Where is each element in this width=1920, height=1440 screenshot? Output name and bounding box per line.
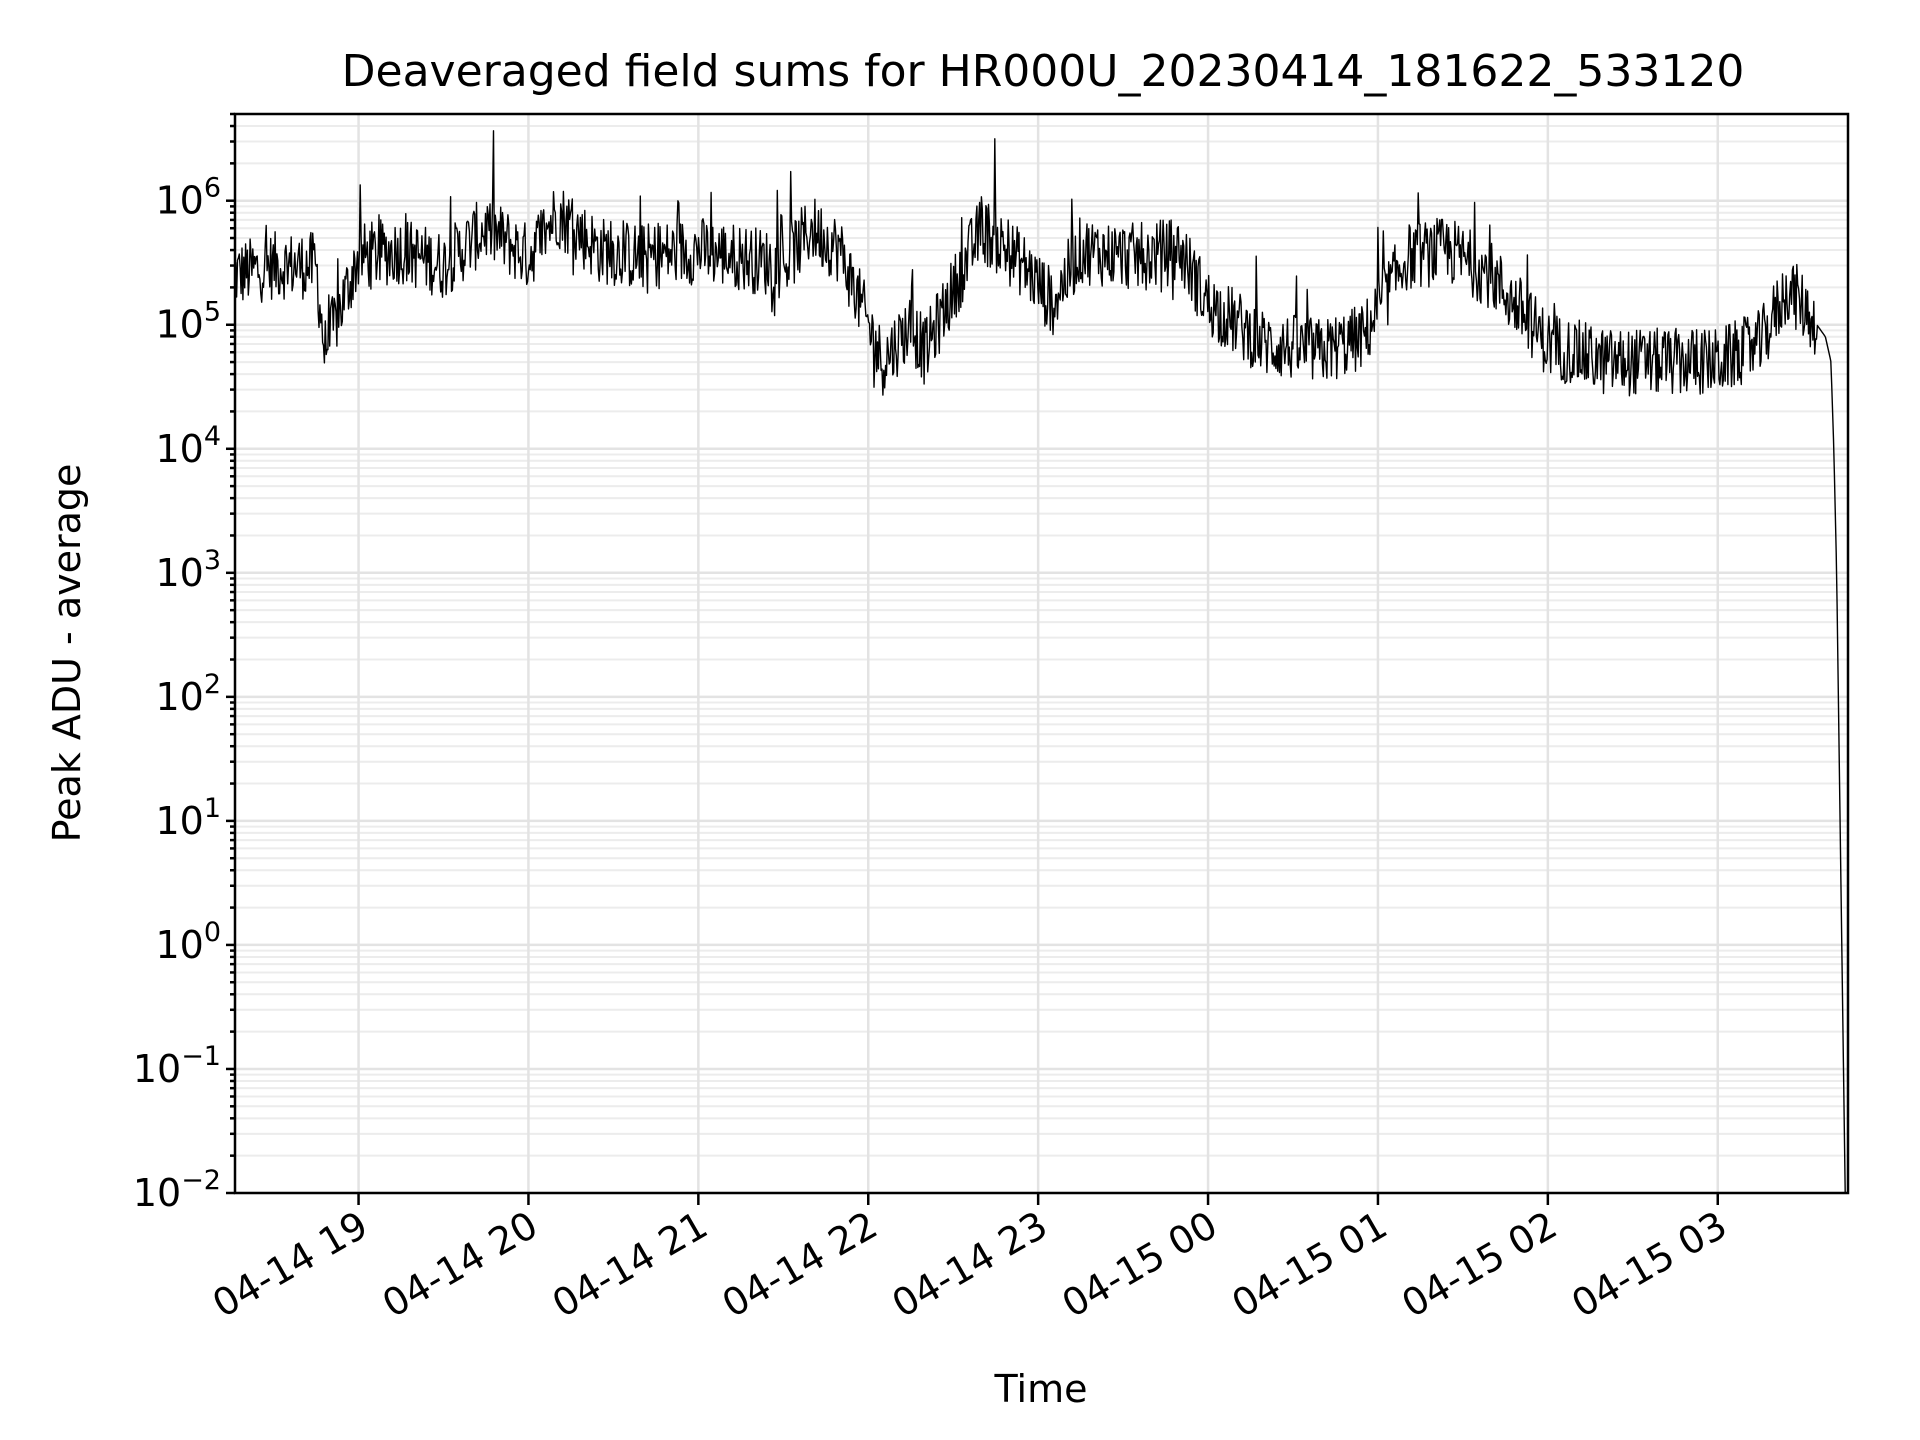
y-tick-label: 100 xyxy=(155,917,221,967)
y-tick-label: 10−1 xyxy=(133,1041,221,1091)
grid xyxy=(235,113,1848,1195)
series-line xyxy=(233,130,1846,1194)
plot-frame xyxy=(233,112,1850,1195)
y-axis: 10−2 10−1 100 101 102 103 104 105 106 xyxy=(133,112,235,1215)
y-tick-label: 101 xyxy=(155,793,221,843)
chart-title: Deaveraged field sums for HR000U_2023041… xyxy=(342,46,1745,97)
y-tick-label: 106 xyxy=(155,173,221,223)
y-tick-label: 104 xyxy=(155,421,221,471)
y-axis-label: Peak ADU - average xyxy=(45,464,89,843)
y-tick-label: 103 xyxy=(155,545,221,595)
y-tick-label: 105 xyxy=(155,297,221,347)
series-layer xyxy=(233,130,1846,1194)
y-tick-label: 10−2 xyxy=(133,1165,221,1215)
x-axis-label: Time xyxy=(994,1367,1088,1411)
y-tick-label: 102 xyxy=(155,669,221,719)
